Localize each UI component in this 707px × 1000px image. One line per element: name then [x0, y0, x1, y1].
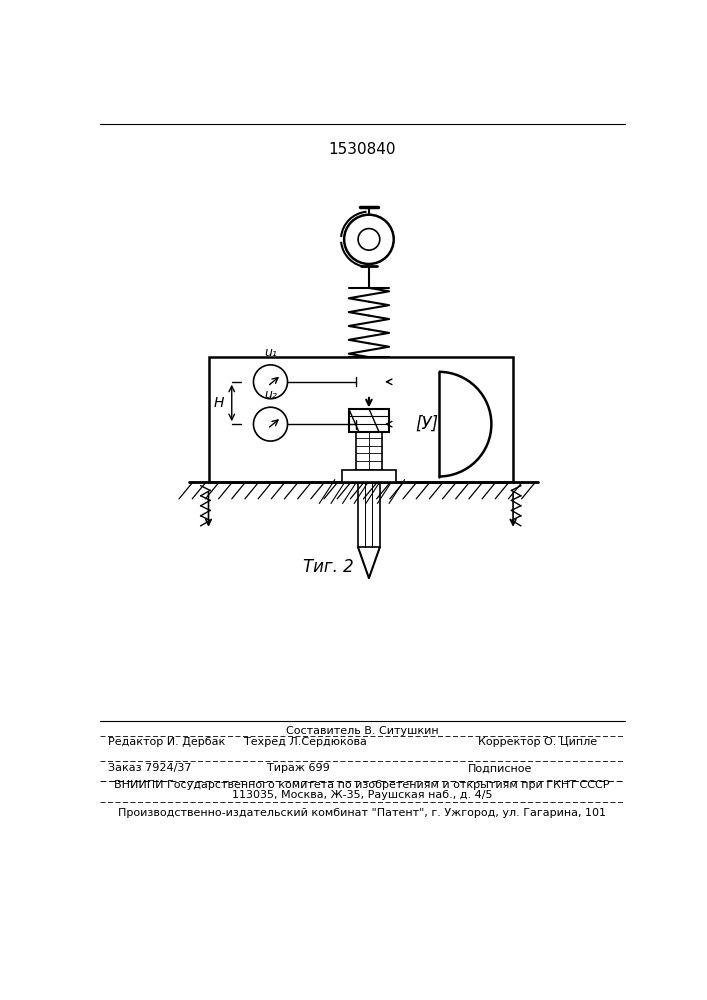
Text: u₂: u₂	[264, 388, 277, 401]
Bar	[356, 432, 382, 482]
Text: Производственно-издательский комбинат "Патент", г. Ужгород, ул. Гагарина, 101: Производственно-издательский комбинат "П…	[118, 808, 606, 818]
Text: ВНИИПИ Государственного комитета по изобретениям и открытиям при ГКНТ СССР: ВНИИПИ Государственного комитета по изоб…	[115, 780, 609, 790]
Text: u₁: u₁	[264, 346, 277, 359]
Text: 113035, Москва, Ж-35, Раушская наб., д. 4/5: 113035, Москва, Ж-35, Раушская наб., д. …	[232, 790, 492, 800]
Text: H: H	[214, 396, 224, 410]
Text: [У]: [У]	[416, 415, 438, 433]
Text: Заказ 7924/37: Заказ 7924/37	[107, 763, 192, 773]
Text: Тираж 699: Тираж 699	[267, 763, 329, 773]
Text: Подписное: Подписное	[468, 763, 532, 773]
Text: Редактор И. Дербак: Редактор И. Дербак	[107, 737, 225, 747]
Text: 1530840: 1530840	[328, 142, 396, 157]
Bar	[349, 409, 389, 432]
Bar	[341, 470, 396, 482]
Text: Корректор О. Ципле: Корректор О. Ципле	[479, 737, 597, 747]
Text: Τиг. 2: Τиг. 2	[303, 558, 354, 576]
Bar	[358, 482, 380, 547]
Text: Техред Л.Сердюкова: Техред Л.Сердюкова	[244, 737, 367, 747]
Text: Составитель В. Ситушкин: Составитель В. Ситушкин	[286, 726, 438, 736]
Bar	[209, 357, 513, 482]
